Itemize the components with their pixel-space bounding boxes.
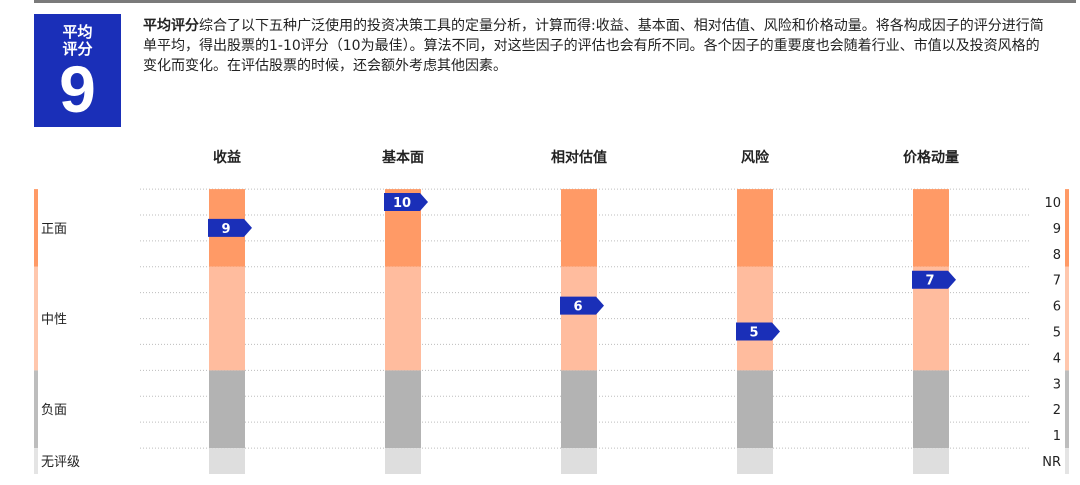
category-header: 收益 [213,149,241,166]
intro-lead: 平均评分 [143,18,199,34]
score-band [561,448,597,474]
score-band [737,266,773,371]
score-marker [208,218,252,237]
y-tick-label: 10 [1044,196,1061,211]
score-marker-label: 5 [749,326,758,341]
average-score-badge: 平均 评分 9 [34,14,121,127]
zone-label: 负面 [41,403,67,418]
category-header: 风险 [741,149,770,166]
zone-strip-left [34,448,38,474]
zone-label: 正面 [41,222,67,237]
zone-label: 无评级 [41,455,80,470]
intro-paragraph: 平均评分综合了以下五种广泛使用的投资决策工具的定量分析，计算而得:收益、基本面、… [143,16,1048,76]
score-band [737,448,773,474]
zone-strip-left [34,266,38,371]
score-band [561,189,597,267]
score-band [737,189,773,267]
score-band [913,189,949,267]
score-band [913,448,949,474]
score-band [209,266,245,371]
category-header: 相对估值 [551,149,607,166]
y-tick-label: 7 [1053,274,1061,289]
intro-text: 综合了以下五种广泛使用的投资决策工具的定量分析，计算而得:收益、基本面、相对估值… [143,18,1044,74]
score-marker [384,193,428,211]
score-marker-label: 7 [925,274,934,289]
zone-strip-left [34,370,38,449]
top-divider [34,0,1076,3]
score-band [209,448,245,474]
score-band [209,370,245,449]
score-band [913,370,949,449]
score-band [737,370,773,449]
score-band [561,266,597,371]
score-marker-label: 6 [573,300,582,315]
category-header: 价格动量 [903,149,959,166]
average-score-label: 平均 评分 [62,23,93,58]
category-header: 基本面 [382,149,424,166]
score-marker-label: 9 [221,222,230,237]
score-marker [912,270,956,289]
zone-strip-right [1065,189,1069,267]
score-band [385,448,421,474]
score-marker [560,296,604,315]
score-marker-label: 10 [393,196,411,211]
y-tick-label: 5 [1053,326,1061,341]
zone-strip-right [1065,370,1069,449]
y-tick-label: 8 [1053,248,1061,263]
score-band [385,370,421,449]
y-tick-label: 9 [1053,222,1061,237]
average-score-value: 9 [59,52,96,126]
y-tick-label: 4 [1053,351,1061,366]
y-tick-label: 1 [1053,429,1061,444]
y-tick-label: NR [1042,455,1061,470]
score-marker [736,322,780,341]
y-tick-label: 6 [1053,300,1061,315]
zone-strip-left [34,189,38,267]
y-tick-label: 2 [1053,403,1061,418]
score-band [561,370,597,449]
y-tick-label: 3 [1053,377,1061,392]
zone-strip-right [1065,448,1069,474]
zone-label: 中性 [41,313,67,328]
score-band [385,266,421,371]
zone-strip-right [1065,266,1069,371]
